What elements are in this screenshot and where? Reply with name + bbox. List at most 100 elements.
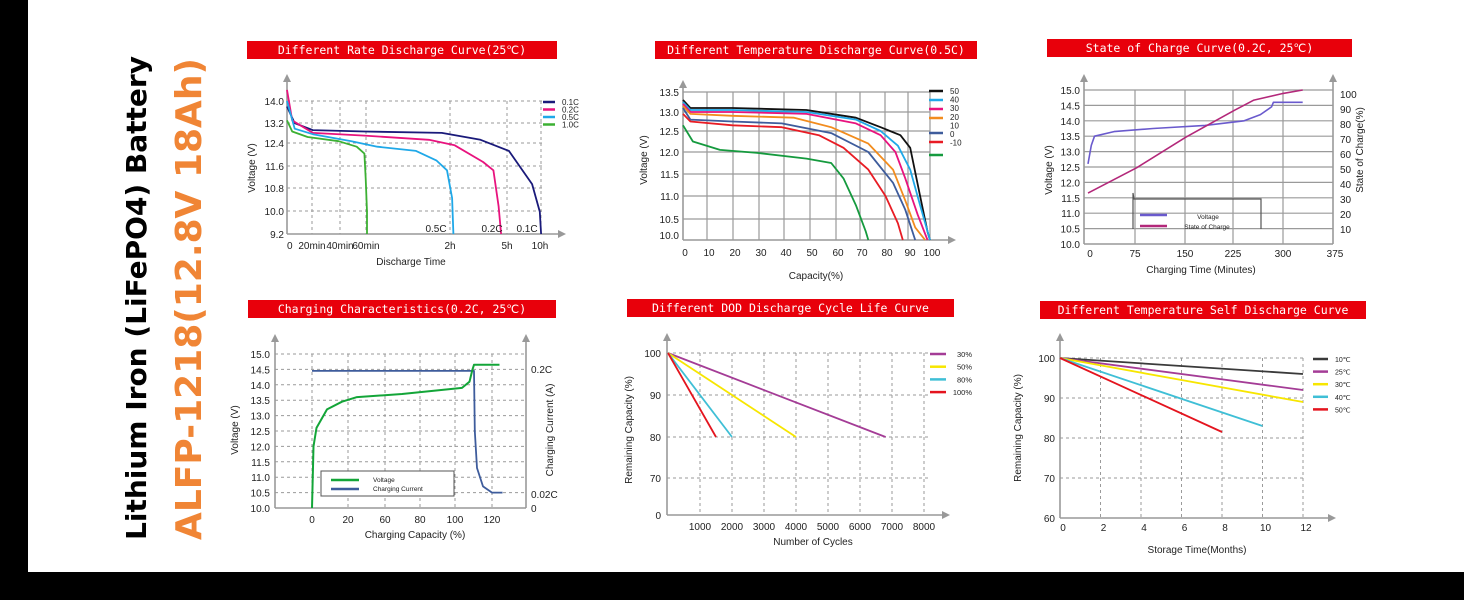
- y-tick-label: 11.5: [660, 170, 679, 181]
- legend-label: -10: [950, 139, 962, 148]
- y-tick-label: 11.0: [660, 192, 679, 203]
- legend-box: [1132, 192, 1262, 229]
- x-tick-label: 3000: [753, 522, 776, 533]
- x-tick-label: 7000: [881, 522, 904, 533]
- series-end-label: 0.2C: [481, 224, 502, 235]
- chart-charging: 15.0 14.5 14.0 13.5 13.0 12.5 12.0 11.5 11.0 10.5…: [230, 334, 558, 541]
- axis-arrow-icon: [1329, 74, 1337, 82]
- y-right-tick-label: 100: [1340, 90, 1357, 101]
- x-tick-label: 100: [447, 515, 464, 526]
- chart-rate-discharge: 14.0 13.2 12.4 11.6 10.8 10.0 9.20 20min 40min60…: [247, 74, 579, 268]
- x-tick-label: 150: [1177, 249, 1194, 260]
- series-line-10: [682, 107, 917, 241]
- y-right-tick-label: 60: [1340, 150, 1352, 161]
- y-right-tick-label: 0.02C: [531, 490, 558, 501]
- y-tick-label: 13.5: [251, 396, 271, 407]
- x-tick-label: 10h: [532, 241, 549, 252]
- legend-label: 100%: [953, 388, 973, 397]
- axis-arrow-icon: [948, 236, 956, 244]
- y-tick-label: 13.5: [1061, 132, 1081, 143]
- axis-arrow-icon: [1080, 74, 1088, 82]
- y-right-tick-label: 10: [1340, 225, 1352, 236]
- series-line-Charging_Current: [312, 370, 503, 494]
- y-tick-label: 10.5: [660, 215, 680, 226]
- y-tick-label: 10.5: [1061, 225, 1081, 236]
- legend-label: 80%: [957, 375, 972, 384]
- x-tick-label: 90: [904, 248, 916, 259]
- y-tick-label: 13.0: [251, 412, 271, 423]
- x-axis-label: Capacity(%): [789, 271, 843, 282]
- y-tick-label: 11.0: [251, 473, 270, 484]
- legend-label: 10: [950, 121, 959, 130]
- series-line-0_2C: [286, 89, 502, 235]
- x-tick-label: 1000: [689, 522, 712, 533]
- y-tick-label: 12.5: [1061, 163, 1081, 174]
- y-axis-label: Voltage (V): [639, 135, 650, 184]
- chart-title-charging: Charging Characteristics(0.2C, 25℃): [248, 300, 556, 318]
- x-tick-label: 20: [342, 515, 354, 526]
- x-tick-label: 2h: [444, 241, 455, 252]
- x-tick-label: 20min: [298, 241, 325, 252]
- y-tick-label: 60: [1044, 514, 1056, 525]
- y-tick-label: 12.5: [660, 127, 680, 138]
- x-tick-label: 10: [1260, 523, 1272, 534]
- x-tick-label: 8: [1222, 523, 1228, 534]
- chart-title-rate-discharge: Different Rate Discharge Curve(25℃): [247, 41, 557, 59]
- series-line-Voltage: [311, 363, 500, 509]
- y-tick-label: 9.2: [270, 230, 284, 241]
- series-line-1_0C: [286, 120, 368, 234]
- series-line-0_1C: [286, 106, 542, 235]
- x-tick-label: 5000: [817, 522, 840, 533]
- series-line-30_: [667, 352, 886, 438]
- y-right-tick-label: 40: [1340, 180, 1352, 191]
- y-tick-label: 13.0: [660, 108, 680, 119]
- axis-arrow-icon: [271, 334, 279, 342]
- x-tick-label: 80: [414, 515, 426, 526]
- series-line-40: [682, 101, 931, 241]
- x-tick-label: 40: [780, 248, 792, 259]
- y-tick-label: 15.0: [251, 350, 271, 361]
- y-tick-label: 70: [1044, 474, 1056, 485]
- y-tick-label: 14.0: [265, 97, 285, 108]
- axis-arrow-icon: [1328, 514, 1336, 522]
- x-tick-label: 70: [856, 248, 868, 259]
- y-tick-label: 14.0: [1061, 117, 1081, 128]
- x-axis-label: Storage Time(Months): [1148, 545, 1247, 556]
- y-tick-label: 10.0: [251, 504, 271, 515]
- series-line-80_: [667, 352, 733, 438]
- y-tick-label: 0: [655, 511, 661, 522]
- chart-temp-discharge: 13.513.012.512.011.511.010.510.00 10 20 30 4…: [639, 80, 962, 282]
- y-tick-label: 12.0: [251, 442, 271, 453]
- y-right-tick-label: 0: [531, 504, 537, 515]
- legend-label: Voltage: [1197, 214, 1219, 221]
- y-tick-label: 15.0: [1061, 86, 1081, 97]
- series-line-0: [682, 113, 904, 241]
- x-tick-label: 6: [1182, 523, 1188, 534]
- x-tick-label: 300: [1275, 249, 1292, 260]
- legend-label: State of Charge: [1184, 224, 1230, 231]
- y-right-tick-label: 20: [1340, 210, 1352, 221]
- series-line-_10: [682, 124, 870, 241]
- x-tick-label: 10: [703, 248, 715, 259]
- y-tick-label: 12.0: [660, 148, 680, 159]
- legend-label: 25℃: [1335, 370, 1351, 377]
- series-line-State_of_Charge: [1087, 89, 1303, 194]
- y-tick-label: 80: [1044, 434, 1056, 445]
- x-axis-label: Charging Capacity (%): [365, 530, 466, 541]
- chart-title-self-discharge: Different Temperature Self Discharge Cur…: [1040, 301, 1366, 319]
- x-tick-label: 4: [1141, 523, 1147, 534]
- legend-label: Voltage: [373, 477, 395, 484]
- y-axis-label: Voltage (V): [247, 143, 258, 192]
- legend-label: 0.2C: [562, 106, 579, 115]
- x-tick-label: 0: [1087, 249, 1093, 260]
- y-tick-label: 13.2: [265, 119, 285, 130]
- series-line-30_: [1059, 357, 1304, 403]
- x-tick-label: 2000: [721, 522, 744, 533]
- x-tick-label: 120: [484, 515, 501, 526]
- x-axis-label: Number of Cycles: [773, 537, 852, 548]
- y-tick-label: 14.5: [251, 365, 271, 376]
- axis-arrow-icon: [679, 80, 687, 88]
- x-tick-label: 30: [755, 248, 767, 259]
- y-axis-label: Voltage (V): [1044, 145, 1055, 194]
